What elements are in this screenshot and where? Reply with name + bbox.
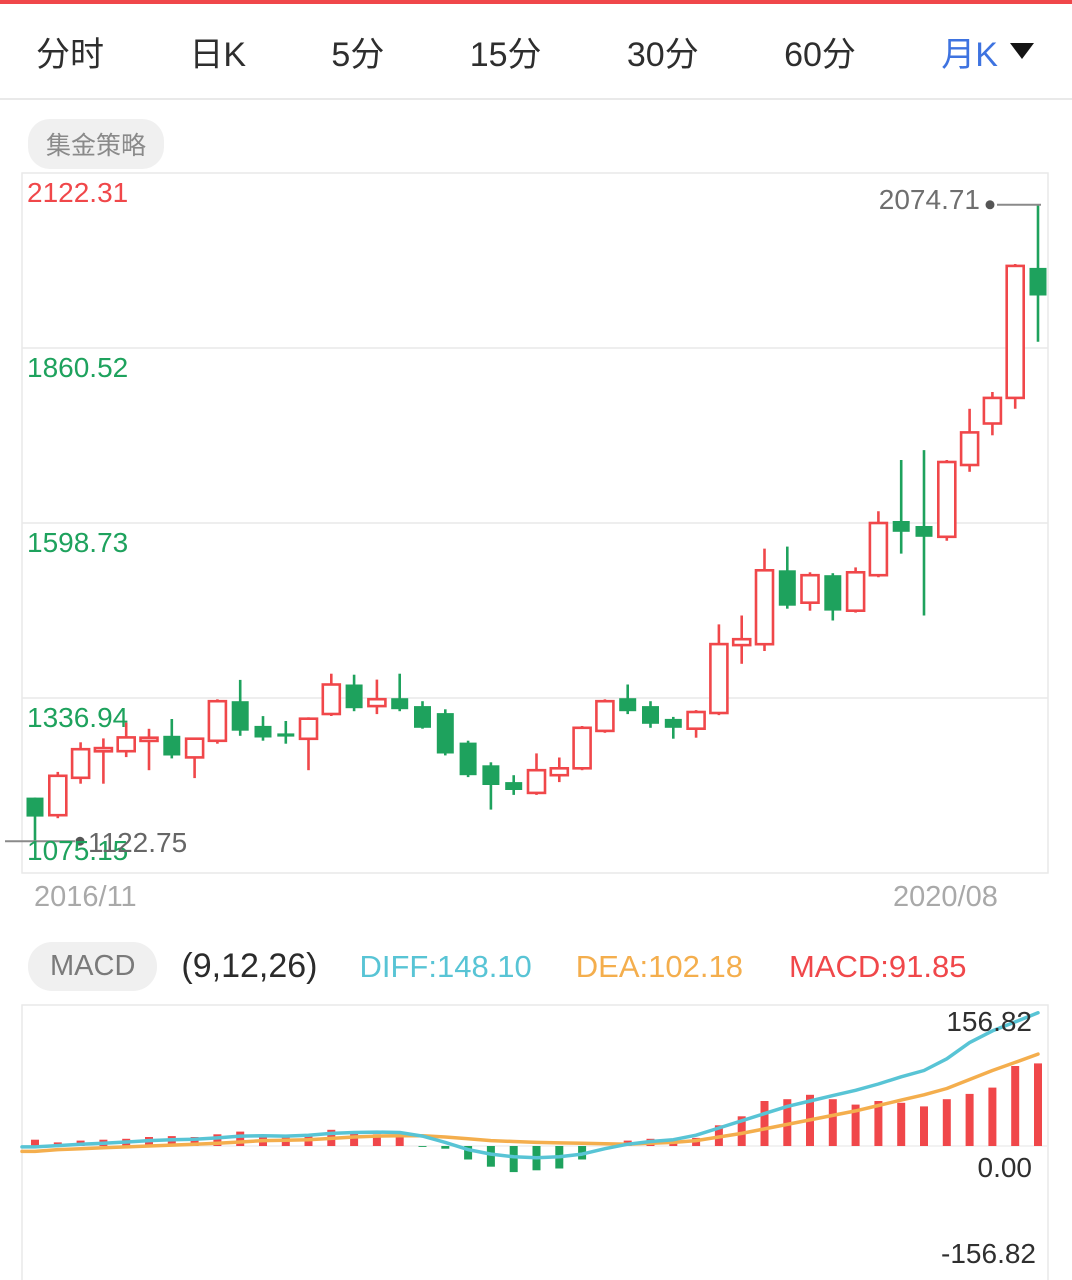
period-tabbar: 分时 日K 5分 15分 30分 60分 月K — [0, 4, 1072, 100]
macd-header: MACD (9,12,26) DIFF:148.10 DEA:102.18 MA… — [28, 942, 966, 991]
macd-params: (9,12,26) — [181, 947, 318, 985]
macd-macd-value: MACD:91.85 — [788, 948, 967, 984]
lowest-price-label: 1122.75 — [88, 827, 188, 858]
y-axis-label: 1075.15 — [27, 835, 129, 866]
macd-axis-max: 156.82 — [946, 1006, 1032, 1037]
tab-minute[interactable]: 分时 — [36, 35, 104, 74]
x-axis-label-start: 2016/11 — [34, 881, 137, 913]
tab-60min[interactable]: 60分 — [784, 35, 856, 74]
y-axis-label: 1860.52 — [27, 352, 129, 383]
x-axis-label-end: 2020/08 — [893, 881, 998, 913]
tab-monthly-k-label: 月K — [941, 35, 998, 74]
chevron-down-icon[interactable] — [1009, 43, 1034, 59]
tab-30min[interactable]: 30分 — [626, 35, 699, 74]
macd-badge: MACD — [28, 942, 158, 991]
tab-15min[interactable]: 15分 — [469, 35, 542, 74]
macd-dea-value: DEA:102.18 — [575, 948, 743, 984]
highest-price-label: 2074.71 — [878, 184, 980, 215]
macd-axis-min: -156.82 — [941, 1238, 1036, 1269]
y-axis-label: 1598.73 — [27, 527, 129, 558]
top-accent-bar — [0, 0, 1072, 4]
tab-monthly-k[interactable]: 月K — [941, 27, 1034, 76]
strategy-badge: 集金策略 — [28, 119, 165, 169]
macd-axis-zero: 0.00 — [977, 1152, 1033, 1183]
tab-5min[interactable]: 5分 — [331, 35, 385, 74]
macd-diff-value: DIFF:148.10 — [359, 948, 532, 984]
y-axis-label: 1336.94 — [27, 702, 129, 733]
tab-daily-k[interactable]: 日K — [189, 35, 247, 74]
y-axis-label: 2122.31 — [27, 177, 129, 208]
